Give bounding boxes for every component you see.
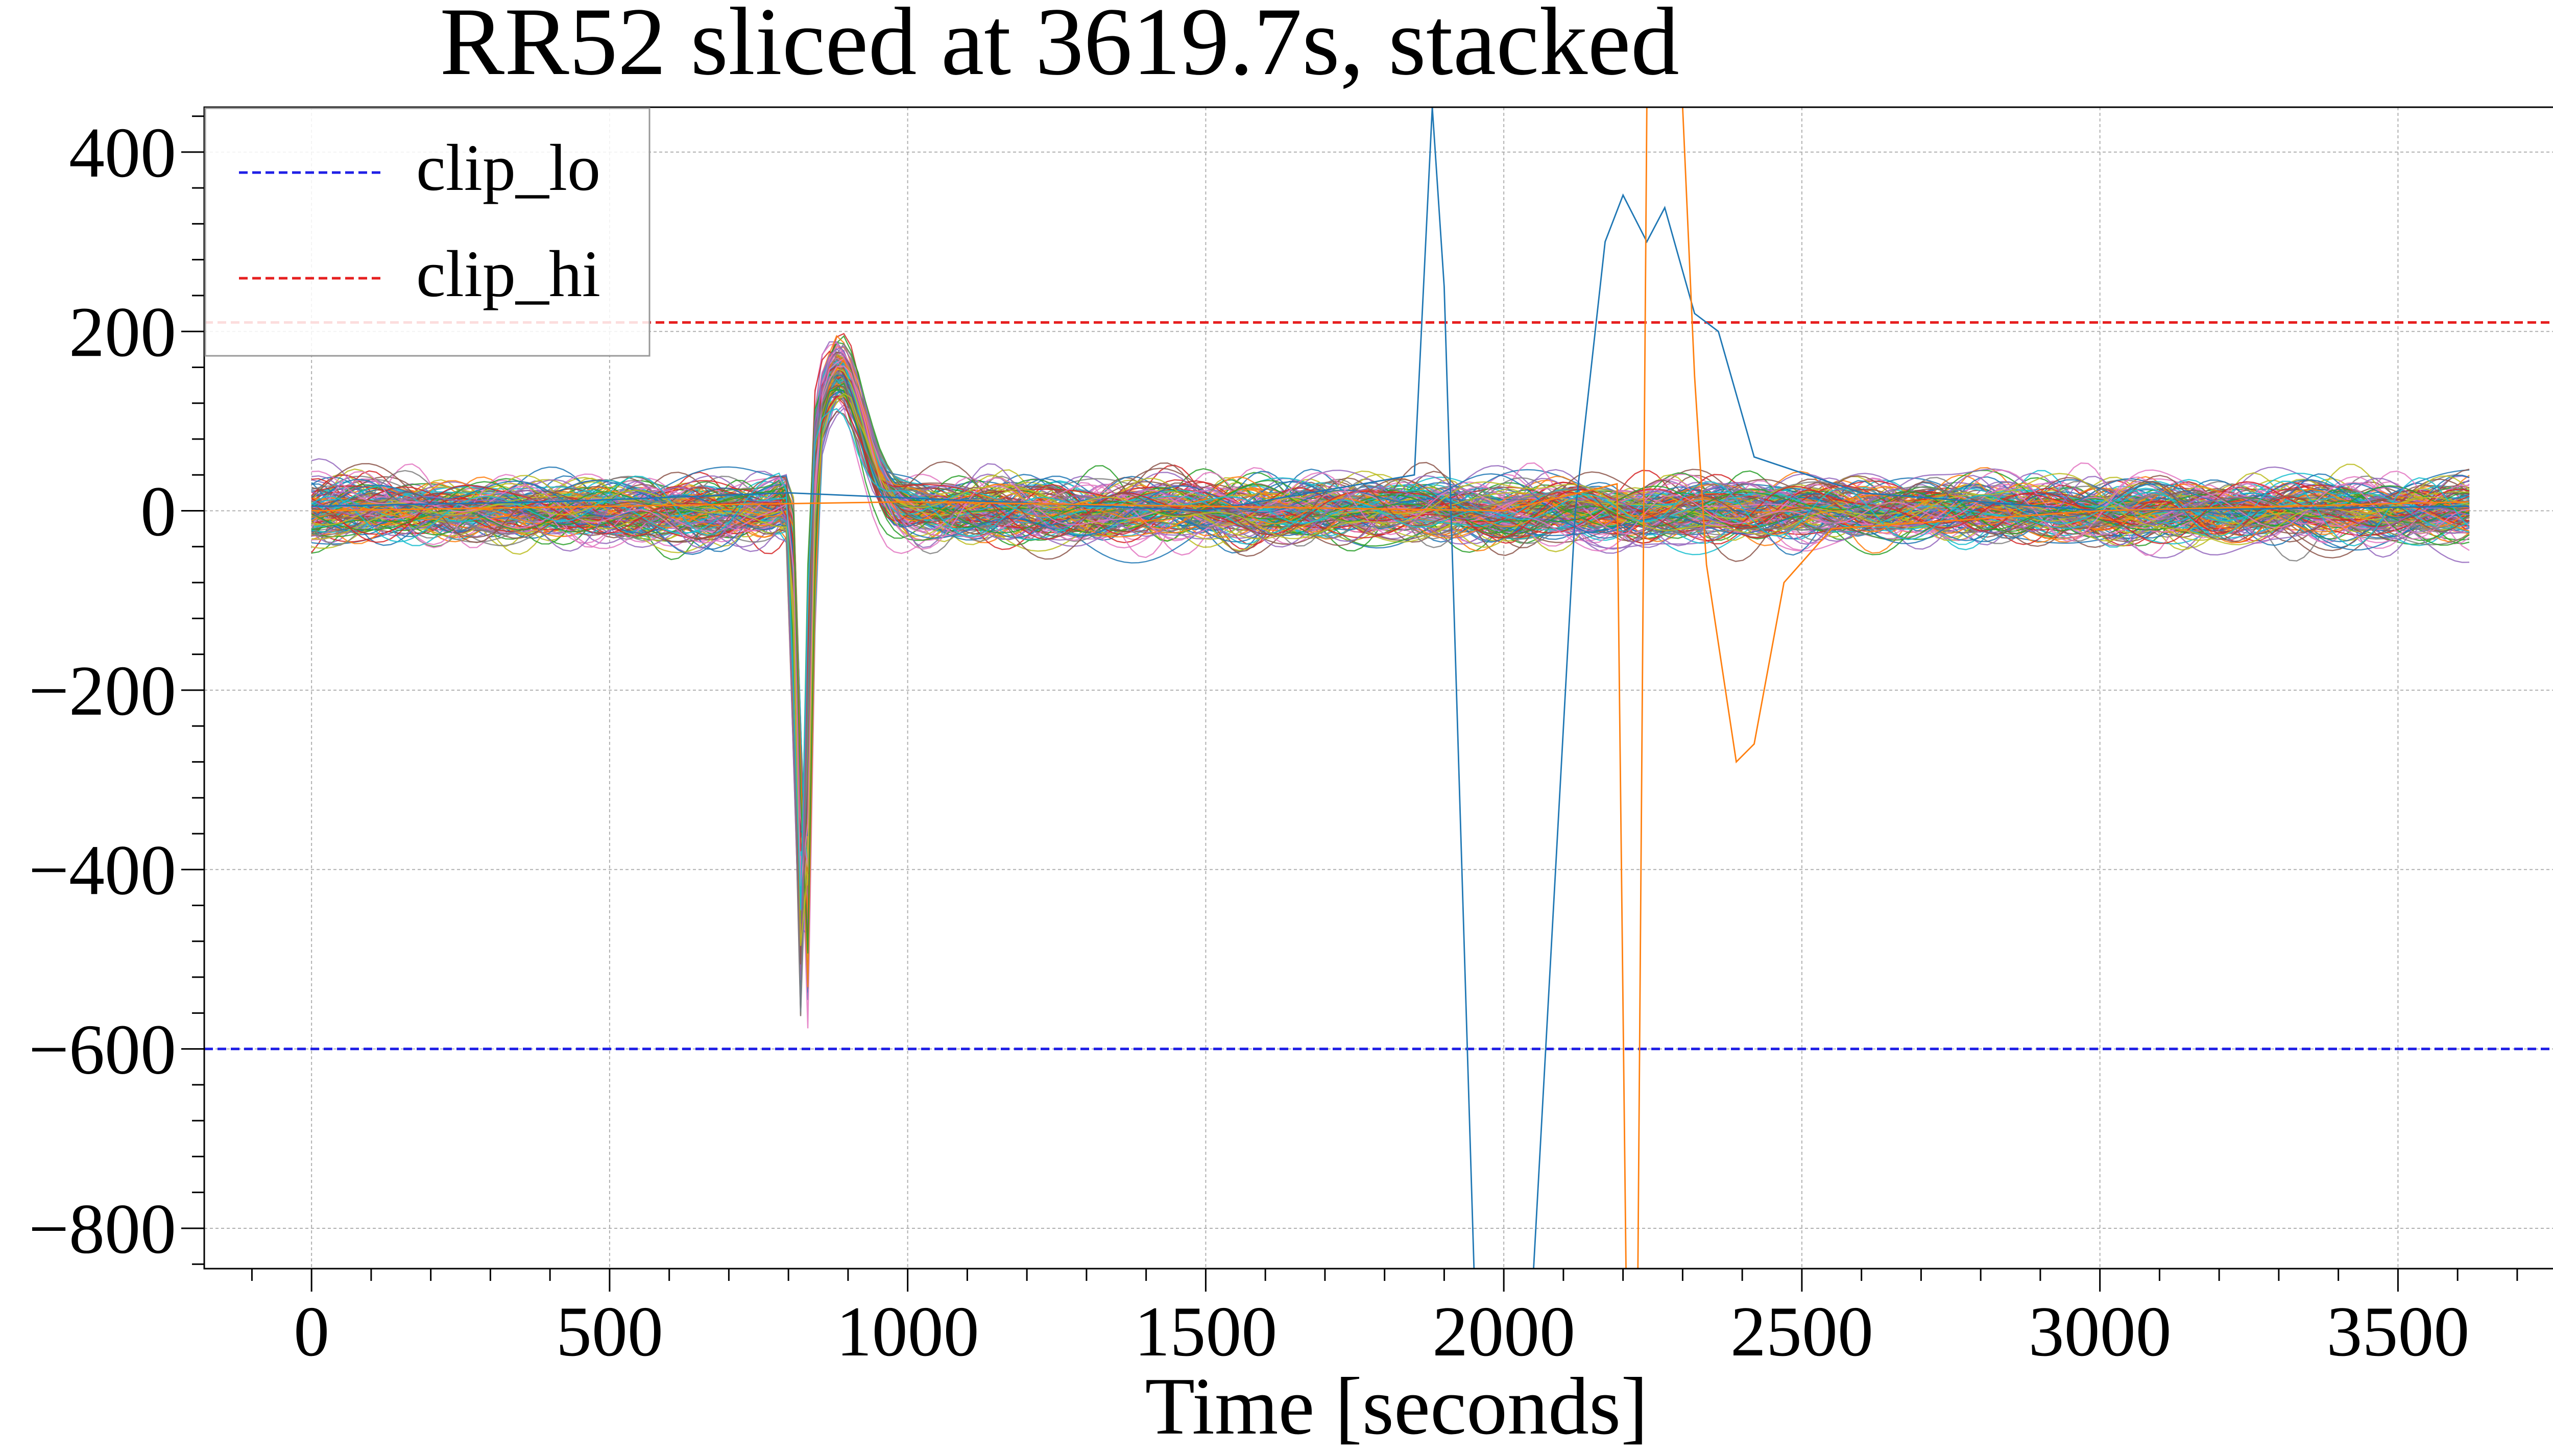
legend-label-clip-lo: clip_lo: [416, 131, 600, 205]
y-tick-label: 200: [69, 293, 176, 372]
x-tick-label: 500: [556, 1292, 663, 1371]
trace-line: [311, 382, 2470, 954]
legend: clip_lo clip_hi: [204, 107, 651, 357]
y-tick-label: 400: [69, 113, 176, 192]
chart-title: RR52 sliced at 3619.7s, stacked: [440, 0, 1679, 95]
trace-line: [311, 365, 2470, 887]
outlier-trace-line: [311, 107, 2469, 1269]
y-tick-label: −400: [29, 831, 176, 910]
x-axis-label: Time [seconds]: [1145, 1361, 1648, 1451]
x-tick-label: 3500: [2326, 1292, 2469, 1371]
trace-line: [311, 379, 2470, 866]
x-tick-label: 2000: [1432, 1292, 1575, 1371]
trace-line: [311, 371, 2470, 882]
y-tick-label: −200: [29, 651, 176, 731]
trace-line: [311, 395, 2470, 972]
x-axis: 0 500 1000 1500 2000 2500 3000 3500: [251, 1269, 2518, 1371]
trace-line: [311, 382, 2470, 957]
trace-line: [311, 345, 2470, 980]
x-tick-label: 0: [294, 1292, 329, 1371]
trace-line: [311, 408, 2470, 909]
x-tick-label: 1500: [1134, 1292, 1277, 1371]
plot-frame: [203, 106, 2553, 1270]
legend-box: [204, 107, 651, 357]
y-tick-label: −800: [29, 1190, 176, 1269]
y-axis: 400 200 0 −200 −400 −600 −800: [29, 113, 204, 1269]
x-tick-label: 3000: [2029, 1292, 2172, 1371]
trace-line: [311, 389, 2470, 924]
series-group: [311, 107, 2470, 1269]
outlier-trace-line: [311, 107, 2469, 1269]
legend-label-clip-hi: clip_hi: [416, 237, 600, 311]
y-tick-label: 0: [140, 472, 176, 551]
y-tick-label: −600: [29, 1010, 176, 1089]
x-tick-label: 1000: [836, 1292, 979, 1371]
x-tick-label: 2500: [1730, 1292, 1873, 1371]
trace-line: [311, 348, 2470, 974]
